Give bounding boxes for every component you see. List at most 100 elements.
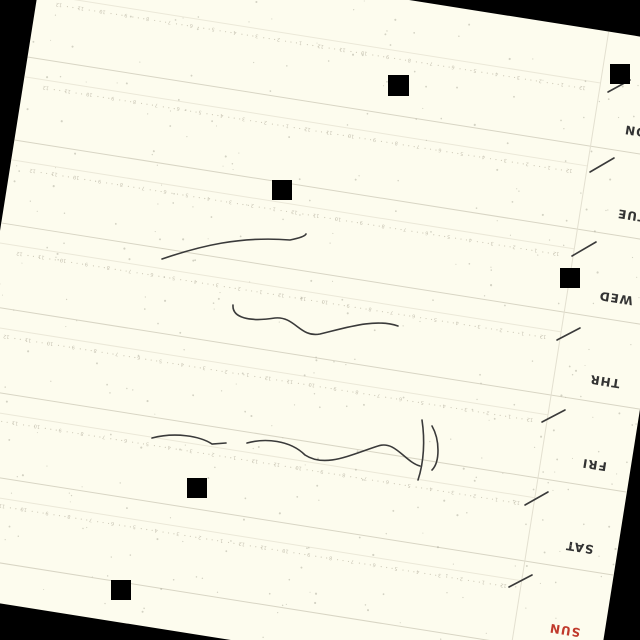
paper-speckle [194, 259, 197, 262]
quarter-dot [336, 559, 339, 561]
hour-label: 8 [408, 57, 412, 63]
quarter-dot [504, 245, 506, 247]
paper-speckle [242, 518, 245, 521]
quarter-dot [268, 463, 270, 465]
quarter-dot [206, 113, 208, 115]
quarter-dot [448, 66, 450, 68]
hour-label: 8 [381, 223, 385, 229]
paper-speckle [346, 312, 349, 315]
hour-label: 9 [359, 219, 363, 225]
paper-speckle [82, 527, 84, 530]
paper-speckle [43, 589, 45, 591]
quarter-dot [41, 342, 43, 344]
paper-speckle [571, 373, 574, 376]
quarter-dot [495, 158, 497, 161]
paper-speckle [361, 54, 364, 57]
paper-speckle [565, 219, 568, 222]
hour-label: 11 [77, 4, 84, 11]
paper-speckle [116, 82, 118, 84]
paper-speckle [154, 413, 156, 415]
paper-speckle [567, 488, 570, 491]
paper-speckle [313, 393, 316, 395]
quarter-dot [328, 47, 330, 49]
hour-label: 12 [29, 167, 36, 174]
hour-label: 7 [403, 226, 407, 232]
paper-speckle [309, 591, 311, 593]
hour-label: 12 [238, 540, 245, 547]
hour-label: 2 [538, 77, 542, 83]
paper-speckle [56, 252, 59, 255]
paper-speckle [475, 476, 478, 479]
paper-speckle [182, 238, 185, 241]
paper-speckle [481, 457, 483, 459]
hour-label: 4 [180, 361, 184, 367]
quarter-dot [450, 406, 452, 409]
paper-speckle [513, 403, 516, 406]
paper-speckle [562, 244, 565, 247]
paper-speckle [163, 299, 167, 302]
quarter-dot [259, 376, 261, 378]
quarter-dot [282, 550, 284, 552]
paper-speckle [543, 551, 546, 554]
quarter-dot [293, 552, 295, 554]
quarter-dot [124, 100, 126, 102]
paper-speckle [425, 85, 427, 88]
paper-speckle [417, 506, 419, 509]
quarter-dot [38, 256, 40, 258]
quarter-dot [211, 539, 213, 541]
quarter-dot [233, 117, 235, 119]
quarter-dot [15, 508, 17, 510]
quarter-dot [355, 51, 358, 54]
quarter-dot [256, 291, 258, 293]
tick-mon [508, 574, 533, 588]
paper-speckle [217, 297, 220, 300]
hour-label: 5 [159, 357, 163, 363]
quarter-dot [386, 566, 388, 569]
quarter-dot [295, 42, 298, 44]
quarter-dot [395, 398, 398, 400]
paper-speckle [456, 86, 458, 89]
paper-speckle [598, 555, 600, 557]
paper-speckle [345, 363, 347, 366]
paper-speckle [358, 175, 360, 177]
quarter-dot [468, 154, 470, 156]
quarter-dot [354, 306, 356, 308]
quarter-dot [306, 469, 308, 471]
quarter-dot [49, 258, 51, 260]
paper-speckle [422, 107, 424, 109]
paper-speckle [201, 577, 204, 579]
paper-speckle [285, 603, 287, 605]
hour-label: 1 [259, 288, 263, 294]
quarter-dot [88, 9, 90, 11]
row-separator [0, 554, 601, 640]
paper-speckle [362, 403, 365, 406]
paper-speckle [104, 602, 106, 605]
quarter-dot [98, 266, 100, 268]
quarter-dot [294, 297, 296, 299]
quarter-dot [494, 413, 496, 416]
paper-speckle [85, 81, 87, 83]
paper-speckle [177, 98, 180, 101]
quarter-dot [238, 543, 241, 545]
hour-label: 4 [167, 444, 171, 450]
hour-label: 5 [132, 523, 136, 529]
quarter-dot [424, 572, 426, 575]
quarter-dot [175, 23, 178, 25]
paper-speckle [333, 361, 335, 363]
hour-label: 2 [525, 160, 529, 166]
quarter-dot [273, 464, 275, 466]
quarter-dot [46, 172, 48, 175]
paper-speckle [306, 547, 308, 550]
paper-speckle [592, 302, 595, 305]
hour-label: 12 [579, 84, 586, 91]
quarter-dot [268, 37, 270, 40]
hour-label: 3 [503, 157, 507, 163]
paper-speckle [565, 396, 567, 398]
quarter-dot [281, 380, 283, 382]
paper-speckle [555, 617, 557, 619]
paper-speckle [394, 210, 397, 212]
quarter-dot [243, 374, 245, 376]
quarter-dot [99, 436, 101, 438]
hour-label: 12 [317, 42, 324, 49]
